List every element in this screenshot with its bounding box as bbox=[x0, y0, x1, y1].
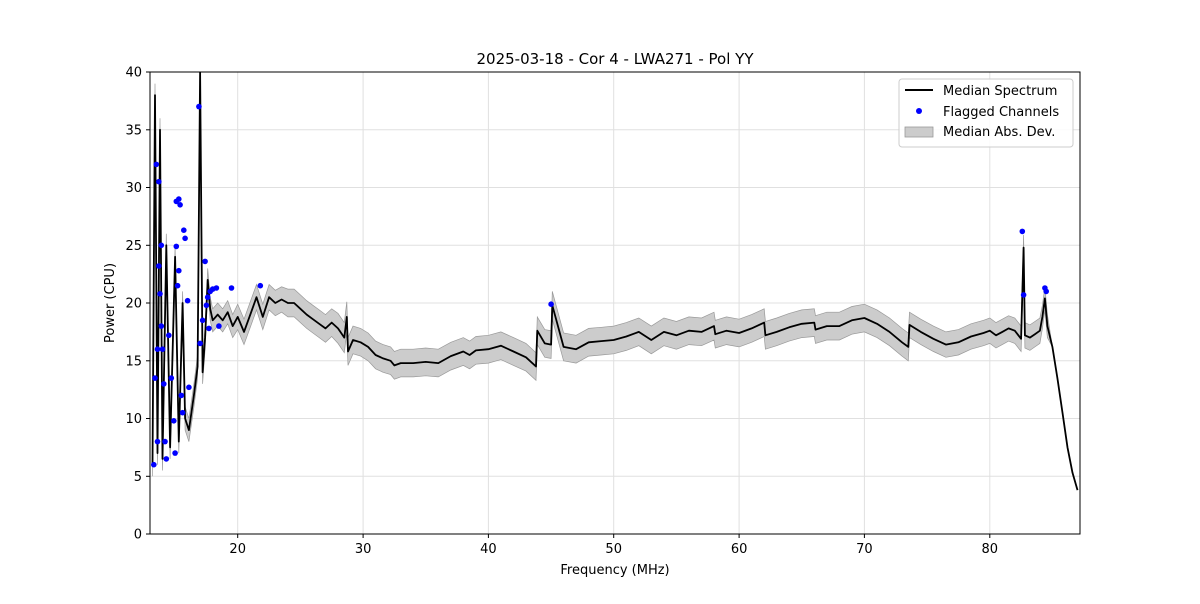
x-tick-label: 70 bbox=[856, 542, 873, 557]
flagged-channel-point bbox=[196, 103, 202, 110]
legend-marker-swatch bbox=[916, 108, 922, 114]
flagged-channel-point bbox=[179, 409, 186, 416]
x-axis-label: Frequency (MHz) bbox=[560, 563, 669, 578]
flagged-channel-point bbox=[173, 243, 180, 250]
flagged-channel-point bbox=[1020, 292, 1027, 298]
flagged-channel-point bbox=[1043, 288, 1049, 295]
flagged-channel-point bbox=[204, 294, 211, 301]
flagged-channel-point bbox=[182, 235, 188, 242]
flagged-channel-point bbox=[172, 450, 178, 456]
flagged-channel-point bbox=[156, 263, 162, 269]
flagged-channel-point bbox=[159, 346, 166, 353]
legend-label-median-spectrum: Median Spectrum bbox=[943, 84, 1057, 99]
flagged-channel-point bbox=[168, 375, 175, 381]
flagged-channel-point bbox=[174, 282, 181, 289]
flagged-channel-point bbox=[154, 346, 161, 353]
flagged-channel-point bbox=[153, 161, 160, 168]
x-tick-label: 30 bbox=[355, 542, 372, 557]
x-tick-label: 20 bbox=[229, 542, 246, 557]
flagged-channel-point bbox=[161, 381, 167, 387]
y-tick-label: 20 bbox=[125, 297, 142, 312]
flagged-channel-point bbox=[158, 323, 165, 329]
flagged-markers-layer bbox=[151, 103, 1049, 468]
flagged-channel-point bbox=[157, 291, 163, 297]
y-tick-label: 30 bbox=[125, 181, 142, 196]
legend-label-median-abs-dev: Median Abs. Dev. bbox=[943, 125, 1055, 140]
flagged-channel-point bbox=[158, 242, 165, 249]
flagged-channel-point bbox=[216, 323, 222, 329]
y-axis-label: Power (CPU) bbox=[103, 263, 118, 343]
flagged-channel-point bbox=[203, 302, 210, 309]
flagged-channel-point bbox=[156, 178, 162, 185]
y-tick-label: 35 bbox=[125, 123, 142, 138]
flagged-channel-point bbox=[154, 438, 161, 445]
flagged-channel-point bbox=[206, 325, 212, 332]
flagged-channel-point bbox=[166, 332, 172, 339]
flagged-channel-point bbox=[197, 340, 203, 347]
y-tick-label: 40 bbox=[125, 66, 142, 81]
y-tick-label: 5 bbox=[134, 470, 142, 485]
legend-box bbox=[898, 78, 1074, 148]
median-line-layer bbox=[151, 72, 1079, 491]
flagged-channel-point bbox=[1019, 228, 1026, 235]
flagged-channel-point bbox=[228, 285, 235, 291]
x-tick-label: 50 bbox=[605, 542, 622, 557]
flagged-channel-point bbox=[548, 301, 554, 308]
legend-band-swatch bbox=[904, 126, 934, 138]
x-axis-ticks: 20 30 40 50 60 70 80 bbox=[229, 534, 998, 557]
flagged-channel-point bbox=[202, 258, 208, 265]
y-tick-label: 0 bbox=[134, 528, 142, 543]
flagged-channel-point bbox=[186, 384, 192, 391]
legend: Median Spectrum Flagged Channels Median … bbox=[898, 78, 1074, 148]
flagged-channel-point bbox=[152, 375, 158, 381]
flagged-channel-point bbox=[177, 202, 183, 208]
flagged-channel-point bbox=[257, 282, 264, 289]
y-tick-label: 25 bbox=[125, 239, 142, 254]
flagged-channel-point bbox=[178, 392, 185, 399]
flagged-channel-point bbox=[176, 267, 182, 274]
y-tick-label: 10 bbox=[125, 412, 142, 427]
x-tick-label: 40 bbox=[480, 542, 497, 557]
flagged-channel-point bbox=[199, 317, 206, 324]
flagged-channel-point bbox=[184, 297, 191, 304]
y-tick-label: 15 bbox=[125, 354, 142, 369]
y-axis-ticks: 0 5 10 15 20 25 30 35 40 bbox=[125, 66, 150, 543]
flagged-channel-point bbox=[151, 461, 157, 468]
flagged-channel-point bbox=[162, 438, 168, 445]
x-tick-label: 80 bbox=[982, 542, 999, 557]
flagged-channel-point bbox=[213, 285, 220, 291]
x-tick-label: 60 bbox=[731, 542, 748, 557]
median-spectrum-line bbox=[151, 72, 1079, 491]
chart-title: 2025-03-18 - Cor 4 - LWA271 - Pol YY bbox=[477, 50, 755, 68]
flagged-channel-point bbox=[176, 196, 182, 202]
legend-label-flagged-channels: Flagged Channels bbox=[943, 105, 1059, 120]
flagged-channel-point bbox=[181, 227, 187, 233]
flagged-channel-point bbox=[163, 456, 170, 462]
flagged-channel-point bbox=[171, 418, 177, 424]
